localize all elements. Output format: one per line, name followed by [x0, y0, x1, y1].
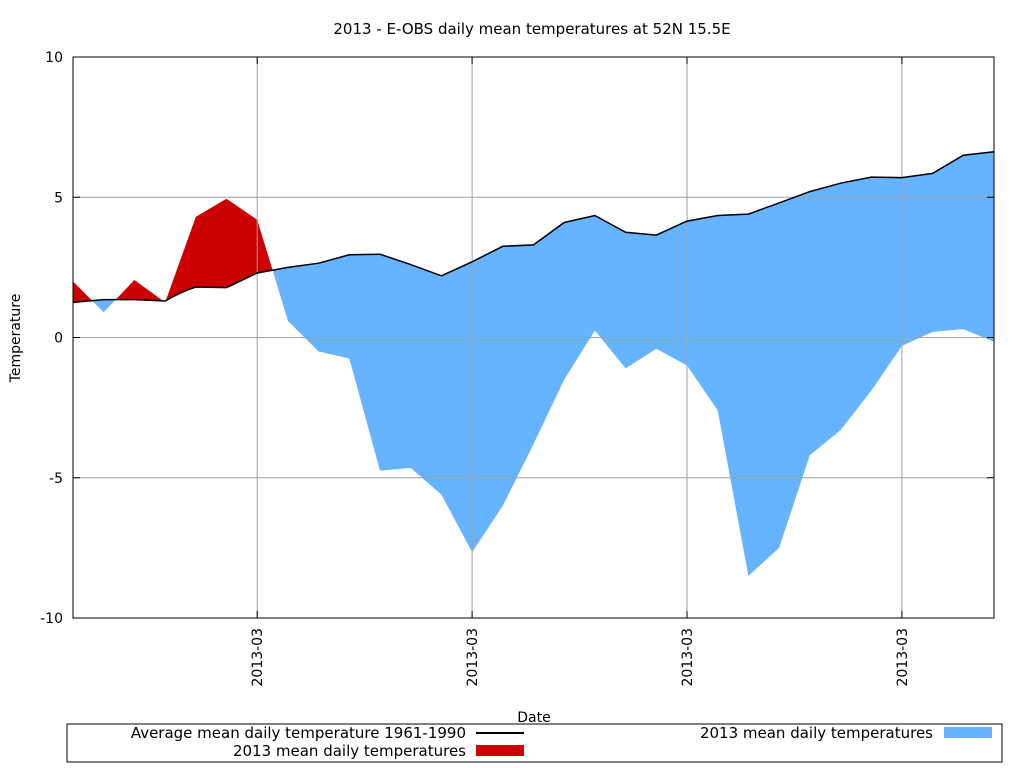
area-above-0 — [73, 281, 93, 303]
area-below-5 — [272, 151, 995, 576]
y-tick-label-0: 10 — [45, 50, 63, 66]
grid-layer — [73, 57, 994, 618]
x-tick-label-3: 2013-03 — [895, 628, 911, 687]
y-axis: 10 5 0 -5 -10 — [40, 50, 994, 627]
y-axis-label: Temperature — [8, 294, 24, 384]
area-layer — [73, 151, 995, 576]
area-above-2 — [115, 280, 164, 301]
average-line — [72, 151, 995, 304]
line-layer — [72, 151, 995, 304]
y-tick-label-2: 0 — [54, 331, 63, 347]
legend-label-average: Average mean daily temperature 1961-1990 — [131, 724, 466, 742]
plot-area — [72, 57, 995, 618]
legend-label-2013-below: 2013 mean daily temperatures — [700, 724, 933, 742]
x-tick-label-1: 2013-03 — [465, 628, 481, 687]
legend-box — [66, 723, 1003, 763]
y-tick-label-4: -10 — [40, 611, 63, 627]
x-tick-label-2: 2013-03 — [680, 628, 696, 687]
x-axis: 2013-03 2013-03 2013-03 2013-03 — [250, 57, 911, 687]
legend: Average mean daily temperature 1961-1990… — [66, 723, 1003, 763]
x-axis-label: Date — [517, 710, 550, 726]
area-above-4 — [165, 198, 273, 301]
chart-title: 2013 - E-OBS daily mean temperatures at … — [333, 20, 730, 38]
legend-swatch-2013-above — [476, 745, 524, 756]
legend-label-2013-above: 2013 mean daily temperatures — [233, 742, 466, 760]
legend-swatch-2013-below — [944, 727, 992, 738]
area-below-1 — [92, 299, 116, 313]
x-tick-label-0: 2013-03 — [250, 628, 266, 687]
y-tick-label-3: -5 — [49, 471, 63, 487]
y-tick-label-1: 5 — [54, 190, 63, 206]
